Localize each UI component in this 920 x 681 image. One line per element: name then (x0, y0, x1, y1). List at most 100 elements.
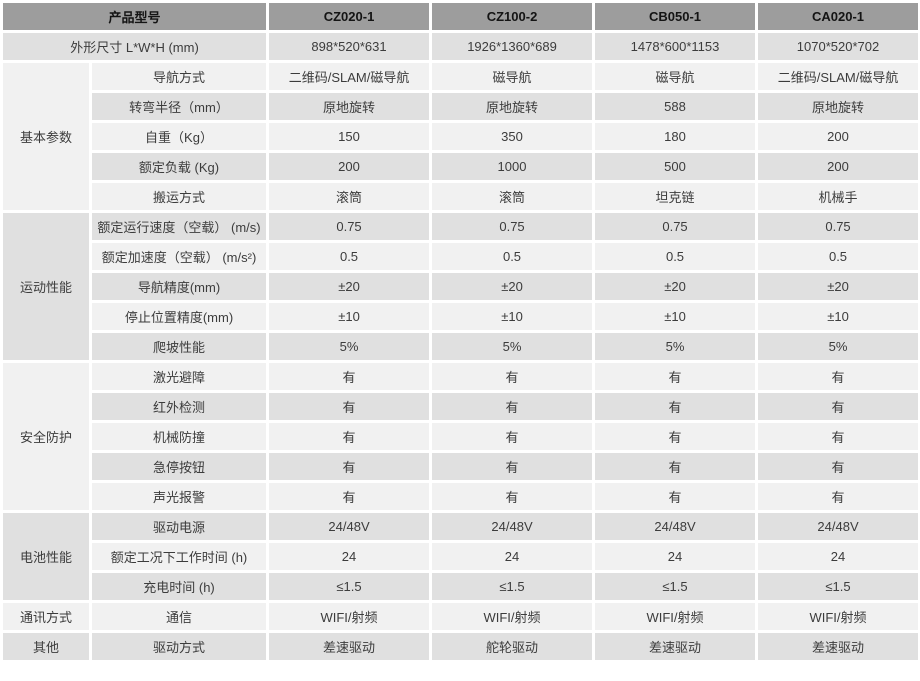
value-cell: 滚筒 (269, 183, 430, 210)
value-cell: 0.5 (595, 243, 756, 270)
value-cell: 二维码/SLAM/磁导航 (269, 63, 430, 90)
value-cell: 有 (269, 453, 430, 480)
value-cell: ±10 (758, 303, 919, 330)
value-cell: 5% (595, 333, 756, 360)
param-label: 自重（Kg） (92, 123, 267, 150)
value-cell: 0.75 (432, 213, 593, 240)
value-cell: 磁导航 (432, 63, 593, 90)
value-cell: ±10 (595, 303, 756, 330)
value-cell: WIFI/射频 (432, 603, 593, 630)
value-cell: 差速驱动 (269, 633, 430, 660)
param-label: 额定负载 (Kg) (92, 153, 267, 180)
table-row: 运动性能 额定运行速度（空载） (m/s) 0.75 0.75 0.75 0.7… (3, 213, 919, 360)
value-cell: 1070*520*702 (758, 33, 919, 60)
value-cell: 有 (758, 483, 919, 510)
param-label: 外形尺寸 L*W*H (mm) (3, 33, 267, 60)
value-cell: ±10 (432, 303, 593, 330)
value-cell: 有 (432, 483, 593, 510)
value-cell: 二维码/SLAM/磁导航 (758, 63, 919, 90)
value-cell: ≤1.5 (758, 573, 919, 600)
value-cell: 原地旋转 (269, 93, 430, 120)
param-label: 驱动方式 (92, 633, 267, 660)
group-label-communication: 通讯方式 (3, 603, 89, 630)
value-cell: 有 (269, 363, 430, 390)
group-label-motion-performance: 运动性能 (3, 213, 89, 360)
param-label: 急停按钮 (92, 453, 267, 480)
value-cell: 差速驱动 (758, 633, 919, 660)
value-cell: 5% (432, 333, 593, 360)
param-label: 导航精度(mm) (92, 273, 267, 300)
param-label: 红外检测 (92, 393, 267, 420)
table-row: 通讯方式 通信 WIFI/射频 WIFI/射频 WIFI/射频 WIFI/射频 (3, 603, 919, 630)
value-cell: 有 (758, 453, 919, 480)
value-cell: 0.5 (269, 243, 430, 270)
value-cell: 200 (758, 153, 919, 180)
table-row: 安全防护 激光避障 有 有 有 有 (3, 363, 919, 510)
table-row: 基本参数 导航方式 二维码/SLAM/磁导航 磁导航 磁导航 二维码/SLAM/… (3, 63, 919, 210)
value-cell: ≤1.5 (269, 573, 430, 600)
value-cell: 500 (595, 153, 756, 180)
table-row: 自重（Kg） 150 350 180 200 (3, 123, 919, 150)
table-row: 转弯半径（mm） 原地旋转 原地旋转 588 原地旋转 (3, 93, 919, 120)
value-cell: 24 (758, 543, 919, 570)
value-cell: 有 (269, 393, 430, 420)
value-cell: 有 (269, 483, 430, 510)
value-cell: 24 (432, 543, 593, 570)
param-label: 爬坡性能 (92, 333, 267, 360)
table-row: 停止位置精度(mm) ±10 ±10 ±10 ±10 (3, 303, 919, 330)
header-product-model: 产品型号 (3, 3, 267, 30)
value-cell: ±20 (595, 273, 756, 300)
value-cell: 1478*600*1153 (595, 33, 756, 60)
param-label: 充电时间 (h) (92, 573, 267, 600)
value-cell: 24/48V (595, 513, 756, 540)
value-cell: 坦克链 (595, 183, 756, 210)
value-cell: 0.75 (595, 213, 756, 240)
value-cell: 0.75 (758, 213, 919, 240)
value-cell: ≤1.5 (595, 573, 756, 600)
spec-table: 产品型号 CZ020-1 CZ100-2 CB050-1 CA020-1 外形尺… (3, 3, 919, 660)
value-cell: 24/48V (269, 513, 430, 540)
value-cell: 24/48V (758, 513, 919, 540)
value-cell: ±20 (758, 273, 919, 300)
value-cell: 1926*1360*689 (432, 33, 593, 60)
value-cell: 350 (432, 123, 593, 150)
value-cell: 180 (595, 123, 756, 150)
param-label: 额定加速度（空载） (m/s²) (92, 243, 267, 270)
value-cell: 0.5 (758, 243, 919, 270)
group-label-safety-protection: 安全防护 (3, 363, 89, 510)
value-cell: 5% (269, 333, 430, 360)
value-cell: 0.5 (432, 243, 593, 270)
table-row: 搬运方式 滚筒 滚筒 坦克链 机械手 (3, 183, 919, 210)
value-cell: 有 (595, 423, 756, 450)
group-label-basic-params: 基本参数 (3, 63, 89, 210)
table-row: 额定负载 (Kg) 200 1000 500 200 (3, 153, 919, 180)
value-cell: 200 (269, 153, 430, 180)
value-cell: 有 (758, 423, 919, 450)
value-cell: 有 (595, 453, 756, 480)
param-label: 导航方式 (92, 63, 267, 90)
header-model-ca020-1: CA020-1 (758, 3, 919, 30)
header-row: 产品型号 CZ020-1 CZ100-2 CB050-1 CA020-1 (3, 3, 919, 30)
group-label-other: 其他 (3, 633, 89, 660)
value-cell: 150 (269, 123, 430, 150)
table-row: 充电时间 (h) ≤1.5 ≤1.5 ≤1.5 ≤1.5 (3, 573, 919, 600)
param-label: 搬运方式 (92, 183, 267, 210)
value-cell: 有 (432, 363, 593, 390)
value-cell: 24 (269, 543, 430, 570)
value-cell: 原地旋转 (432, 93, 593, 120)
param-label: 声光报警 (92, 483, 267, 510)
header-model-cz100-2: CZ100-2 (432, 3, 593, 30)
param-label: 停止位置精度(mm) (92, 303, 267, 330)
value-cell: ≤1.5 (432, 573, 593, 600)
param-label: 机械防撞 (92, 423, 267, 450)
param-label: 激光避障 (92, 363, 267, 390)
value-cell: 588 (595, 93, 756, 120)
table-row: 红外检测 有 有 有 有 (3, 393, 919, 420)
table-row: 机械防撞 有 有 有 有 (3, 423, 919, 450)
value-cell: 滚筒 (432, 183, 593, 210)
group-label-battery-performance: 电池性能 (3, 513, 89, 600)
param-label: 额定工况下工作时间 (h) (92, 543, 267, 570)
value-cell: WIFI/射频 (758, 603, 919, 630)
value-cell: 1000 (432, 153, 593, 180)
value-cell: 机械手 (758, 183, 919, 210)
